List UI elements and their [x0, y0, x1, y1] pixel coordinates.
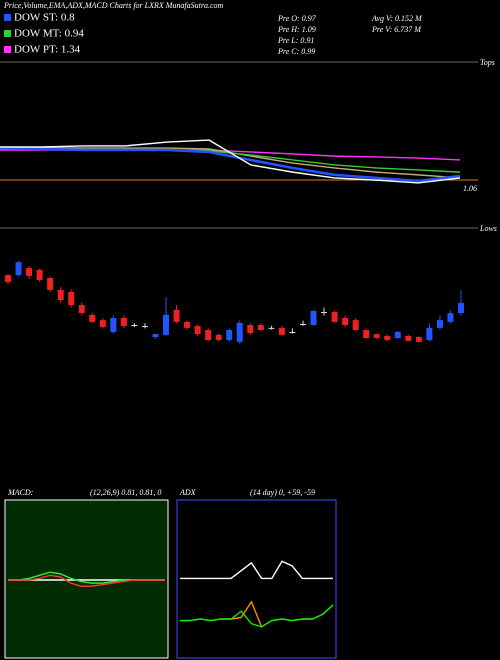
candle-body [68, 292, 75, 305]
candle-body [426, 327, 433, 341]
candle-body [268, 327, 275, 329]
pre-low: Pre L: 0.91 [277, 36, 314, 45]
candle-body [289, 332, 296, 334]
candle-body [394, 332, 401, 339]
dow-pt-swatch [4, 46, 11, 53]
candle-body [78, 305, 85, 314]
candle-body [405, 335, 412, 341]
dow-mt: DOW MT: 0.94 [14, 28, 84, 40]
candle-body [436, 320, 443, 328]
adx-title: ADX [179, 488, 197, 497]
candle-body [15, 262, 22, 276]
candle-body [247, 325, 254, 334]
candle-body [36, 269, 43, 281]
candle-body [415, 336, 422, 342]
candle-body [194, 326, 201, 335]
lows-label: Lows [479, 224, 497, 233]
candle-body [342, 318, 349, 326]
candle-body [141, 326, 148, 328]
candle-body [278, 327, 285, 335]
candle-body [99, 320, 106, 328]
candle-body [57, 289, 64, 301]
dow-st-swatch [4, 14, 11, 21]
pre-high: Pre H: 1.09 [277, 25, 316, 34]
candle-body [236, 322, 243, 342]
candle-body [26, 268, 33, 276]
candle-body [363, 329, 370, 339]
candle-body [458, 302, 464, 314]
candle-body [226, 329, 233, 341]
candle-body [5, 275, 11, 283]
candle-body [205, 329, 212, 341]
series-line [0, 139, 461, 184]
macd-title: MACD: [7, 488, 34, 497]
candle-body [331, 312, 338, 322]
candle-body [120, 318, 127, 327]
header-title: Price,Volume,EMA,ADX,MACD Charts for LXR… [3, 1, 224, 10]
candle-body [310, 310, 317, 326]
candle-body [184, 321, 191, 328]
series-line [180, 560, 333, 580]
candle-body [47, 277, 54, 290]
dow-st: DOW ST: 0.8 [14, 12, 75, 24]
candle-body [384, 335, 391, 341]
candle-body [352, 320, 359, 330]
candle-body [373, 334, 380, 339]
candle-body [321, 312, 328, 314]
candle-body [299, 323, 306, 325]
series-line [180, 604, 334, 628]
candle-body [89, 314, 96, 322]
candle-body [447, 313, 454, 322]
candle-body [173, 309, 180, 322]
candle-body [257, 325, 264, 330]
tops-label: Tops [480, 58, 495, 67]
candle-body [163, 314, 170, 335]
candle-body [152, 334, 159, 337]
dow-mt-swatch [4, 30, 11, 37]
pre-close: Pre C: 0.99 [277, 47, 315, 56]
candle-body [110, 318, 117, 333]
level-label: 1.06 [463, 184, 477, 193]
avg-volume: Avg V: 0.152 M [371, 14, 423, 23]
candle-body [131, 325, 138, 327]
adx-params: (14 day) 0, +59, -59 [250, 488, 315, 497]
candle-body [215, 334, 222, 341]
pre-open: Pre O: 0.97 [277, 14, 317, 23]
dow-pt: DOW PT: 1.34 [14, 44, 81, 56]
macd-params: (12,26,9) 0.81, 0.81, 0 [90, 488, 161, 497]
series-line [0, 146, 461, 183]
pre-volume: Pre V: 6.737 M [371, 25, 422, 34]
series-line [8, 574, 165, 587]
